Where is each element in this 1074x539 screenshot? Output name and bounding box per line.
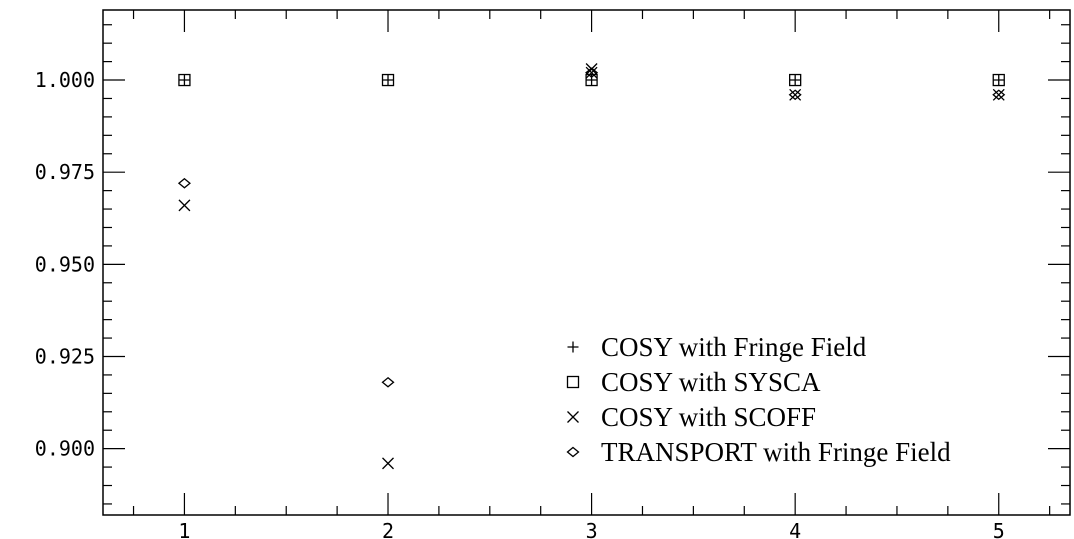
cross-marker [789, 88, 802, 101]
square-marker [992, 73, 1005, 87]
diamond-marker [992, 89, 1006, 101]
legend-plus-marker [567, 341, 579, 353]
legend-cross-marker [567, 411, 579, 423]
x-tick-label: 2 [382, 519, 394, 539]
axes: 0.900 0.925 0.950 0.975 1.000 1 2 3 4 5 [35, 10, 1070, 539]
x-tick-label: 3 [586, 519, 598, 539]
x-tick-label: 1 [178, 519, 190, 539]
plus-marker [178, 74, 190, 86]
y-tick-label: 0.925 [35, 344, 95, 368]
cross-marker [585, 66, 598, 79]
square-marker [585, 73, 598, 87]
legend-square-marker [566, 375, 580, 389]
data-marks [177, 63, 1006, 470]
cross-marker [178, 199, 191, 212]
diamond-marker [788, 89, 802, 101]
legend-label: COSY with SCOFF [601, 402, 816, 432]
plus-marker [382, 74, 394, 86]
square-marker [789, 73, 802, 87]
legend-diamond-marker [566, 446, 580, 458]
y-tick-label: 1.000 [35, 68, 95, 92]
legend: COSY with Fringe Field COSY with SYSCA COS… [566, 332, 951, 467]
x-tick-label: 5 [993, 519, 1005, 539]
diamond-marker [177, 177, 191, 189]
legend-label: COSY with SYSCA [601, 367, 821, 397]
legend-label: TRANSPORT with Fringe Field [601, 437, 951, 467]
square-marker [178, 73, 191, 87]
y-tick-label: 0.950 [35, 252, 95, 276]
cross-marker [992, 88, 1005, 101]
y-tick-label: 0.975 [35, 160, 95, 184]
y-tick-label: 0.900 [35, 437, 95, 461]
plus-marker [789, 74, 801, 86]
plus-marker [993, 74, 1005, 86]
plot-frame [102, 9, 1071, 516]
square-marker [381, 73, 395, 87]
cross-marker [382, 457, 394, 470]
legend-label: COSY with Fringe Field [601, 332, 867, 362]
x-tick-label: 4 [789, 519, 801, 539]
diamond-marker [585, 67, 599, 79]
diamond-marker [381, 376, 395, 388]
